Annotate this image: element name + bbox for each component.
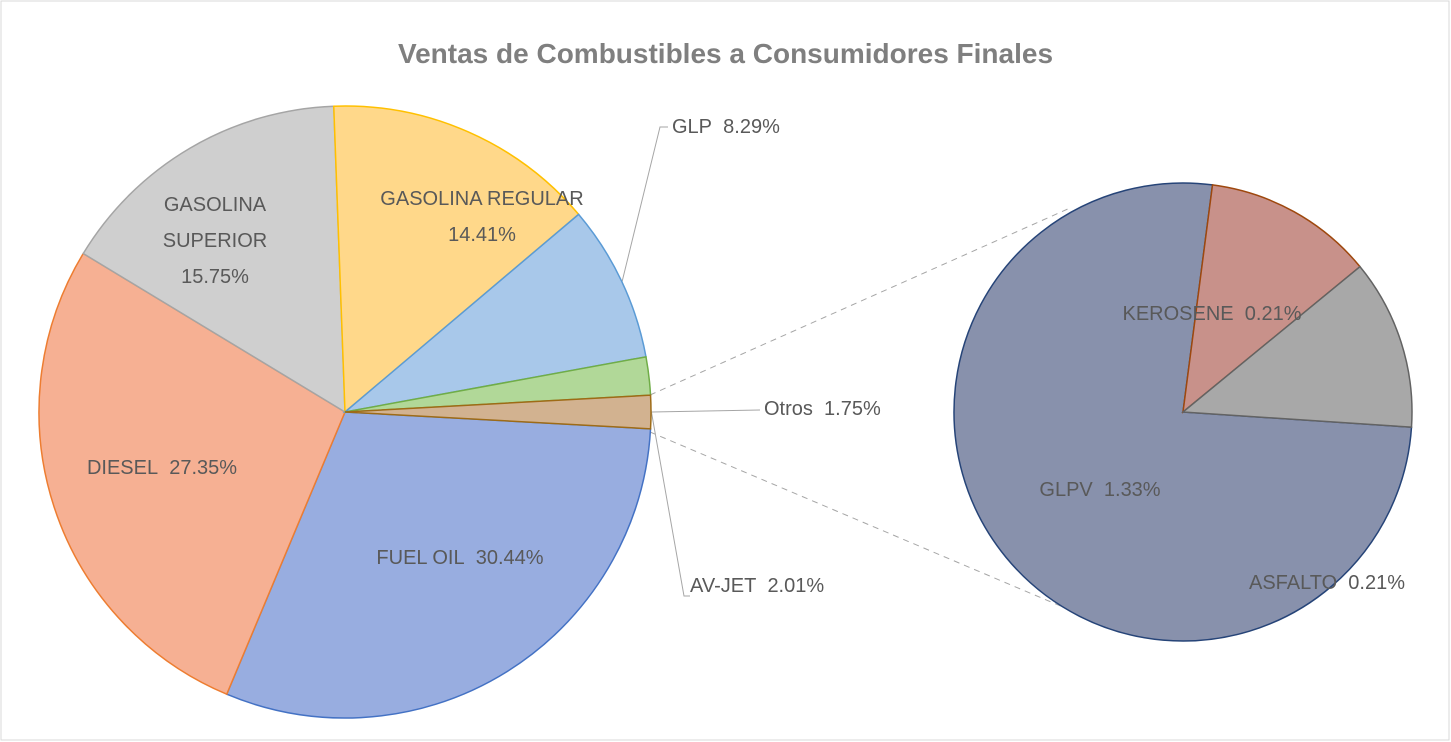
pie-slice xyxy=(1181,265,1413,428)
category-label: GLP xyxy=(672,116,713,138)
value-label: 15.75% xyxy=(181,266,249,288)
value-label: 27.35% xyxy=(169,457,238,479)
data-label: GASOLINA REGULAR 14.41% xyxy=(352,181,612,253)
leader-line xyxy=(651,409,761,413)
value-label: 30.44% xyxy=(475,547,544,569)
value-label: 1.33% xyxy=(1103,479,1161,501)
value-label: 0.21% xyxy=(1244,303,1302,325)
category-label: DIESEL xyxy=(86,457,159,479)
data-label: AV-JET 2.01% xyxy=(690,568,824,604)
data-label: FUEL OIL 30.44% xyxy=(376,540,543,576)
pie-slice xyxy=(1182,184,1362,414)
value-label: 1.75% xyxy=(824,398,881,420)
value-label: 8.29% xyxy=(723,116,780,138)
category-label: GLPV xyxy=(1039,479,1093,501)
pie-slice xyxy=(82,105,346,414)
data-label: DIESEL 27.35% xyxy=(87,450,237,486)
category-label: GASOLINA REGULAR xyxy=(380,188,584,210)
pie-slice xyxy=(344,394,652,430)
value-label: 14.41% xyxy=(448,224,516,246)
category-label: AV-JET xyxy=(690,575,757,597)
pie-slice xyxy=(332,105,580,414)
pie-slice xyxy=(38,252,346,696)
data-label: GASOLINA SUPERIOR 15.75% xyxy=(140,187,290,295)
category-label: KEROSENE xyxy=(1122,303,1234,325)
category-label: FUEL OIL xyxy=(376,547,465,569)
pie-slice xyxy=(342,213,647,414)
value-label: 2.01% xyxy=(767,575,825,597)
data-label: ASFALTO 0.21% xyxy=(1249,565,1405,601)
leader-line xyxy=(621,126,668,283)
category-label: ASFALTO xyxy=(1248,572,1338,594)
category-label: GASOLINA SUPERIOR xyxy=(162,194,268,252)
data-label: KEROSENE 0.21% xyxy=(1123,296,1302,332)
pie-slice xyxy=(225,411,652,719)
data-label: Otros 1.75% xyxy=(764,391,881,427)
data-label: GLP 8.29% xyxy=(672,109,780,145)
value-label: 0.21% xyxy=(1348,572,1406,594)
category-label: Otros xyxy=(764,398,813,420)
data-label: GLPV 1.33% xyxy=(1039,472,1160,508)
chart-title: Ventas de Combustibles a Consumidores Fi… xyxy=(397,38,1054,69)
leader-line xyxy=(649,403,690,597)
